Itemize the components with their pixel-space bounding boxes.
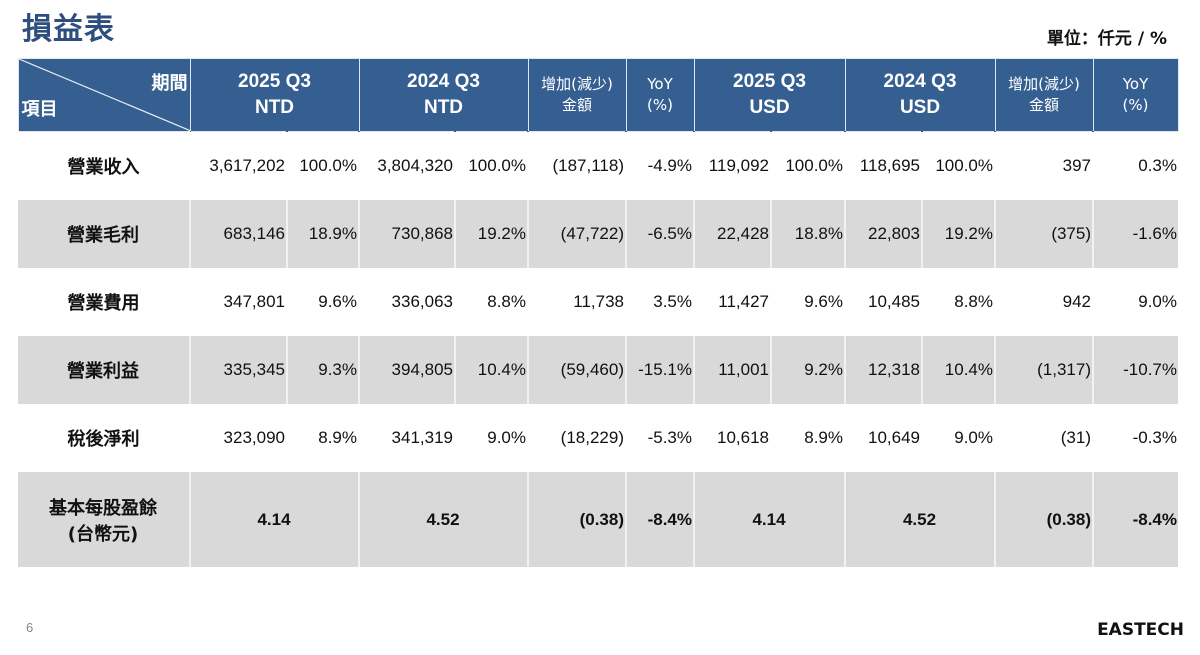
diagonal-line xyxy=(18,59,191,131)
header-2024q3-usd: 2024 Q3 USD xyxy=(844,58,996,132)
table-cell: 9.2% xyxy=(770,336,845,404)
table-row: 營業費用 347,801 9.6% 336,063 8.8% 11,738 3.5% 11,4… xyxy=(18,268,1178,336)
eps-cell: 4.14 xyxy=(189,472,359,567)
table-cell: (18,229) xyxy=(560,428,624,447)
table-row: 營業收入 3,617,202 100.0% 3,804,320 100.0% (187,1… xyxy=(18,132,1178,201)
table-cell: 11,738 xyxy=(573,292,624,311)
table-cell: -15.1% xyxy=(625,336,694,404)
header-2025q3-ntd: 2025 Q3 NTD xyxy=(189,58,360,132)
table-cell: 730,868 xyxy=(358,200,455,268)
company-logo: EASTECH xyxy=(1097,620,1184,640)
table-cell: 100.0% xyxy=(468,156,526,175)
table-cell: 9.6% xyxy=(318,292,357,311)
table-cell: 10,618 xyxy=(717,428,769,447)
table-row: 稅後淨利 323,090 8.9% 341,319 9.0% (18,229) -5.3% 1… xyxy=(18,404,1178,472)
table-cell: (59,460) xyxy=(527,336,626,404)
eps-cell: 4.52 xyxy=(844,472,995,567)
table-cell: 394,805 xyxy=(358,336,455,404)
table-cell: (47,722) xyxy=(527,200,626,268)
row-label: 營業毛利 xyxy=(18,200,190,268)
corner-item-label: 項目 xyxy=(21,99,58,120)
eps-cell: -8.4% xyxy=(1092,472,1178,567)
row-label: 營業利益 xyxy=(18,336,190,404)
row-label: 稅後淨利 xyxy=(67,429,140,450)
page-title: 損益表 xyxy=(22,12,115,47)
table-cell: 9.6% xyxy=(804,292,843,311)
row-label: 營業收入 xyxy=(67,157,140,178)
table-cell: 341,319 xyxy=(391,428,453,447)
eps-cell: (0.38) xyxy=(994,472,1093,567)
table-cell: -6.5% xyxy=(625,200,694,268)
table-cell: 336,063 xyxy=(391,292,453,311)
table-cell: 11,001 xyxy=(693,336,771,404)
table-cell: 3,617,202 xyxy=(209,156,285,175)
table-cell: 9.0% xyxy=(954,428,993,447)
header-2025q3-usd: 2025 Q3 USD xyxy=(693,58,846,132)
table-cell: 100.0% xyxy=(935,156,993,175)
eps-cell: 4.14 xyxy=(693,472,845,567)
table-cell: 335,345 xyxy=(189,336,287,404)
table-cell: 3,804,320 xyxy=(377,156,453,175)
table-cell: 8.8% xyxy=(487,292,526,311)
table-cell: 118,695 xyxy=(859,156,920,175)
table-row: 營業毛利 683,146 18.9% 730,868 19.2% (47,722) -6.5… xyxy=(18,200,1178,268)
table-cell: 10.4% xyxy=(454,336,528,404)
corner-header: 期間 項目 xyxy=(17,58,191,132)
table-cell: 10.4% xyxy=(921,336,995,404)
table-cell: (187,118) xyxy=(552,156,624,175)
table-cell: -5.3% xyxy=(647,428,692,447)
table-cell: 0.3% xyxy=(1138,156,1177,175)
table-cell: 942 xyxy=(1062,292,1091,311)
table-row: 營業利益 335,345 9.3% 394,805 10.4% (59,460) -15.1… xyxy=(18,336,1178,404)
header-diff-ntd: 增加(減少) 金額 xyxy=(527,58,627,132)
header-diff-usd: 增加(減少) 金額 xyxy=(994,58,1094,132)
table-cell: 683,146 xyxy=(189,200,287,268)
header-yoy-usd: YoY (%) xyxy=(1092,58,1179,132)
table-cell: 22,803 xyxy=(844,200,922,268)
table-cell: 9.3% xyxy=(286,336,359,404)
table-cell: 22,428 xyxy=(693,200,771,268)
table-cell: 9.0% xyxy=(1138,292,1177,311)
table-cell: 347,801 xyxy=(223,292,285,311)
table-cell: 9.0% xyxy=(487,428,526,447)
header-yoy-ntd: YoY (%) xyxy=(625,58,695,132)
table-cell: 19.2% xyxy=(921,200,995,268)
eps-row: 基本每股盈餘 (台幣元) 4.14 4.52 (0.38) -8.4% 4.14 4.52 (0… xyxy=(18,472,1178,567)
table-cell: 100.0% xyxy=(785,156,843,175)
table-cell: 8.8% xyxy=(954,292,993,311)
table-cell: 323,090 xyxy=(223,428,285,447)
table-cell: -1.6% xyxy=(1092,200,1178,268)
table-cell: -10.7% xyxy=(1092,336,1178,404)
eps-label: 基本每股盈餘 (台幣元) xyxy=(18,472,190,567)
table-cell: 10,649 xyxy=(868,428,920,447)
table-cell: 18.8% xyxy=(770,200,845,268)
eps-cell: 4.52 xyxy=(358,472,528,567)
table-cell: (1,317) xyxy=(994,336,1093,404)
table-cell: 11,427 xyxy=(718,292,769,311)
table-cell: 397 xyxy=(1062,156,1091,175)
row-label: 營業費用 xyxy=(67,293,140,314)
table-cell: 3.5% xyxy=(653,292,692,311)
header-2024q3-ntd: 2024 Q3 NTD xyxy=(358,58,529,132)
table-cell: 12,318 xyxy=(844,336,922,404)
table-cell: 8.9% xyxy=(804,428,843,447)
table-cell: (375) xyxy=(994,200,1093,268)
eps-cell: (0.38) xyxy=(527,472,626,567)
header-row: 期間 項目 2025 Q3 NTD 2024 Q3 NTD 增加(減少) 金額 YoY… xyxy=(17,58,1179,132)
table-cell: 119,092 xyxy=(708,156,769,175)
table-cell: 10,485 xyxy=(868,292,920,311)
table-cell: 19.2% xyxy=(454,200,528,268)
table-cell: 100.0% xyxy=(299,156,357,175)
table-cell: -0.3% xyxy=(1132,428,1177,447)
table-cell: (31) xyxy=(1060,428,1091,447)
unit-note: 單位：仟元 / % xyxy=(1046,29,1167,49)
corner-period-label: 期間 xyxy=(151,73,188,94)
table-cell: -4.9% xyxy=(647,156,692,175)
table-cell: 18.9% xyxy=(286,200,359,268)
page-number: 6 xyxy=(26,620,34,635)
table-cell: 8.9% xyxy=(318,428,357,447)
income-statement-table: 期間 項目 2025 Q3 NTD 2024 Q3 NTD 增加(減少) 金額 YoY… xyxy=(17,58,1179,567)
eps-cell: -8.4% xyxy=(625,472,694,567)
